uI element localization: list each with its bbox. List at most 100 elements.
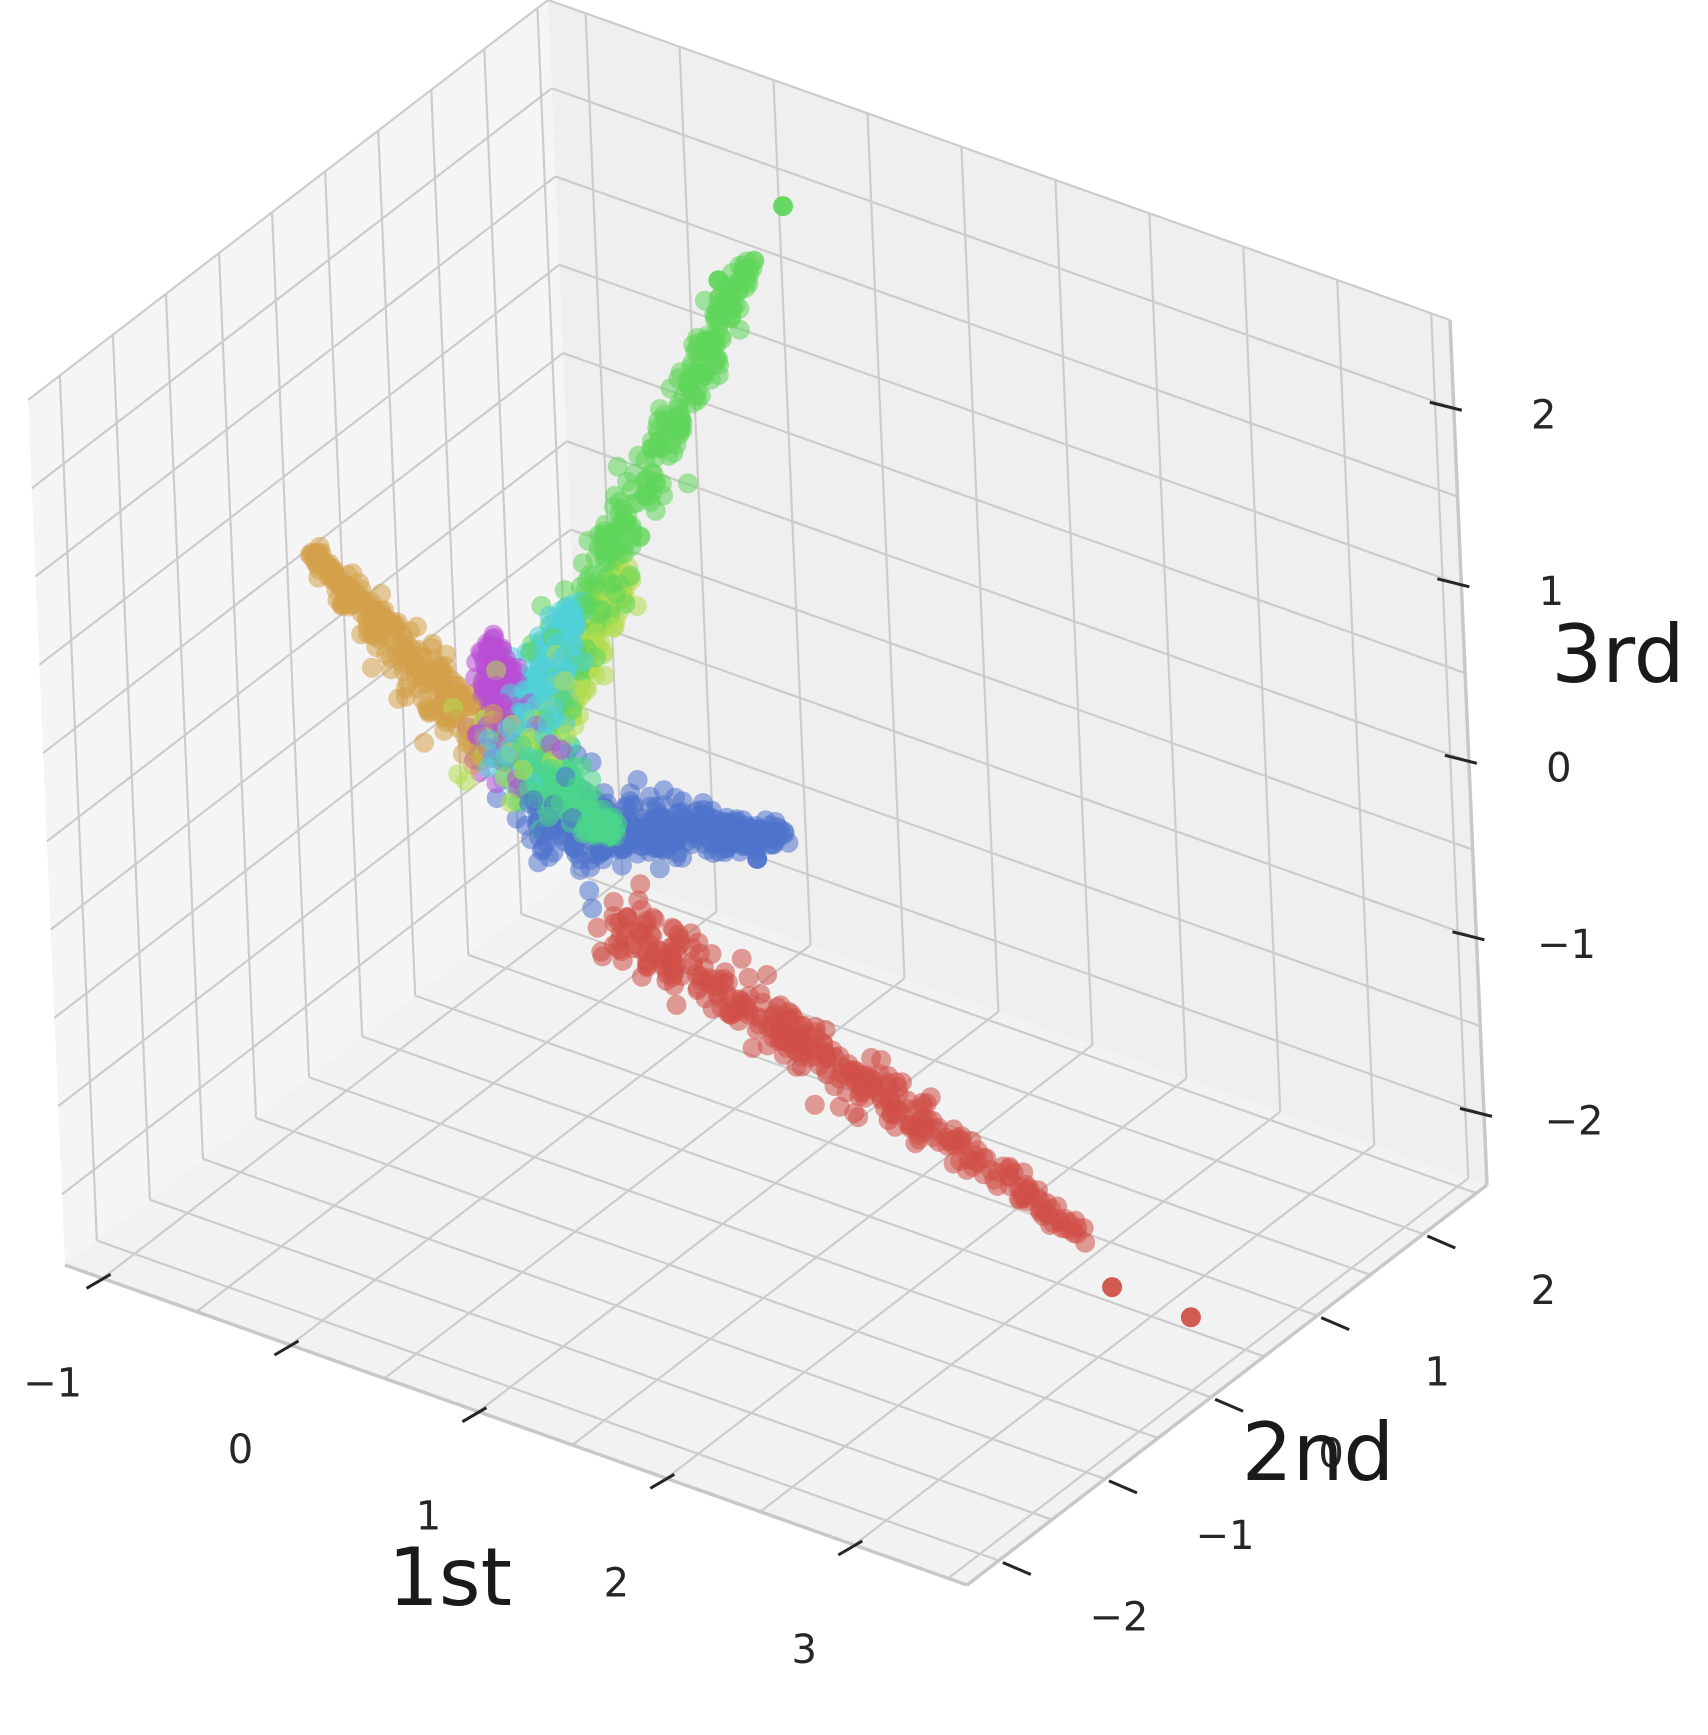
back-grid-x: [584, 13, 624, 879]
series-7-point: [908, 1124, 929, 1145]
x-tick: [649, 1473, 676, 1490]
series-7-point: [738, 967, 759, 988]
x-tick: [273, 1339, 300, 1357]
series-5-point: [564, 838, 585, 859]
series-2-point: [555, 671, 575, 692]
series-7-point: [630, 874, 651, 895]
series-1-point: [618, 514, 639, 535]
series-5-point: [653, 814, 674, 835]
outlier-point: [773, 196, 793, 217]
series-5-point: [528, 852, 549, 873]
x-tick-label: 0: [228, 1427, 253, 1473]
series-5-point: [765, 821, 786, 842]
x-tick: [461, 1406, 488, 1423]
series-5-point: [579, 880, 600, 901]
x-tick-label: 1: [416, 1494, 441, 1540]
series-1-point: [591, 600, 612, 621]
back-grid-x: [866, 113, 906, 979]
left-grid-z: [34, 175, 557, 578]
series-1-point: [640, 491, 661, 512]
series-3-point: [561, 612, 582, 633]
y-tick: [1002, 1561, 1032, 1576]
left-grid-z: [61, 793, 583, 1196]
series-5-point: [590, 842, 611, 863]
left-grid-y: [217, 253, 258, 1119]
series-0-point: [483, 703, 504, 724]
z-tick-label: −1: [1537, 922, 1596, 968]
series-5-point: [622, 794, 643, 815]
series-0-point: [393, 654, 414, 675]
floor-grid-y: [414, 994, 1318, 1317]
z-tick: [1452, 930, 1485, 942]
y-tick-label: −1: [1195, 1513, 1254, 1559]
floor-grid-x: [665, 1077, 1188, 1480]
series-5-point: [612, 855, 632, 876]
left-grid-y: [58, 375, 98, 1241]
series-3-point: [574, 651, 594, 672]
floor-grid-x: [853, 1144, 1375, 1546]
series-5-point: [523, 790, 544, 811]
series-5-point: [582, 898, 603, 919]
axis-lines: [64, 319, 1489, 1587]
floor-grid-x: [571, 1044, 1094, 1446]
x-tick: [85, 1273, 112, 1290]
series-0-point: [459, 696, 480, 717]
back-grid-z: [577, 705, 1481, 1028]
series-7-point: [701, 944, 722, 964]
series-1-point: [710, 326, 731, 347]
series-7-point: [871, 1050, 892, 1070]
series-3-point: [554, 644, 575, 665]
series-1-point: [595, 552, 616, 573]
series-1-point: [617, 471, 637, 492]
series-1-point: [628, 445, 649, 466]
series-1-point: [672, 420, 693, 441]
x-tick-label: 2: [604, 1560, 629, 1606]
y-axis-line: [965, 1183, 1489, 1587]
x-tick: [837, 1539, 864, 1557]
back-grid-z: [555, 175, 1458, 498]
series-7-point: [628, 890, 649, 911]
series-2-point: [594, 665, 615, 686]
series-7-point: [707, 969, 728, 990]
z-tick-label: 1: [1539, 569, 1564, 615]
series-3-point: [495, 745, 516, 766]
series-5-point: [678, 816, 699, 837]
floor-grid-y: [574, 872, 1477, 1195]
series-7-point: [731, 948, 752, 969]
back-grid-x: [1148, 213, 1188, 1079]
series-1-point: [607, 456, 628, 477]
series-6-point: [512, 735, 533, 756]
series-7-point: [742, 1038, 763, 1058]
x-axis-label: 1st: [388, 1531, 512, 1624]
series-6-point: [550, 792, 571, 813]
series-7-point: [785, 1034, 806, 1055]
series-3-point: [478, 728, 499, 749]
floor-grid-y: [149, 1198, 1053, 1521]
series-0-point: [349, 573, 369, 593]
back-grid-z: [570, 528, 1474, 851]
x-tick-label: −1: [23, 1360, 82, 1406]
left-grid-z: [27, 0, 549, 401]
series-2-point: [512, 759, 533, 780]
left-grid-z: [49, 528, 572, 931]
series-2-point: [448, 764, 469, 785]
back-grid-z: [566, 440, 1470, 763]
back-grid-x: [1242, 246, 1282, 1112]
back-grid-z: [574, 616, 1477, 939]
floor-grid-x: [477, 1010, 1000, 1413]
left-grid-y: [111, 334, 151, 1200]
series-1-point: [562, 699, 583, 720]
series-7-point: [804, 1094, 825, 1115]
back-grid-z: [562, 352, 1466, 675]
series-7-point: [683, 951, 704, 972]
series-7-point: [829, 1096, 850, 1117]
floor-grid-y: [361, 1035, 1265, 1358]
series-7-point: [883, 1098, 904, 1118]
z-tick-label: 2: [1531, 392, 1556, 438]
y-tick: [1426, 1234, 1456, 1250]
series-1-point: [677, 473, 698, 494]
series-2-point: [500, 792, 521, 813]
back-grid-x: [1054, 179, 1094, 1046]
series-1-point: [708, 349, 729, 370]
series-1-point: [615, 593, 636, 614]
